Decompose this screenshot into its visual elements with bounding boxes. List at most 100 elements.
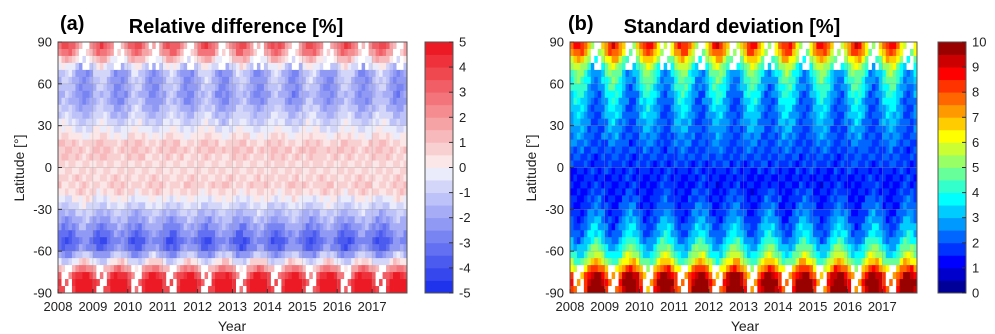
- heatmap-cell: [229, 286, 233, 294]
- heatmap-cell: [684, 90, 689, 99]
- heatmap-cell: [854, 118, 859, 127]
- heatmap-cell: [344, 216, 349, 224]
- heatmap-cell: [89, 48, 94, 57]
- heatmap-cell: [861, 90, 866, 99]
- heatmap-cell: [187, 216, 192, 224]
- heatmap-cell: [687, 42, 692, 50]
- heatmap-cell: [400, 237, 404, 245]
- heatmap-cell: [215, 188, 219, 196]
- heatmap-cell: [246, 132, 251, 141]
- heatmap-cell: [708, 76, 713, 85]
- heatmap-cell: [218, 62, 223, 71]
- heatmap-cell: [677, 69, 682, 78]
- x-tick-label: 2012: [183, 299, 212, 314]
- heatmap-cell: [256, 209, 261, 217]
- heatmap-cell: [204, 153, 209, 161]
- heatmap-cell: [351, 90, 356, 99]
- heatmap-cell: [788, 48, 793, 57]
- heatmap-cell: [361, 181, 366, 189]
- heatmap-cell: [389, 83, 394, 92]
- heatmap-cell: [396, 132, 401, 141]
- heatmap-cell: [298, 55, 303, 64]
- heatmap-cell: [180, 153, 185, 161]
- heatmap-cell: [159, 181, 164, 189]
- heatmap-cell: [99, 181, 104, 189]
- heatmap-cell: [632, 118, 637, 127]
- heatmap-cell: [712, 69, 717, 78]
- heatmap-cell: [691, 118, 696, 127]
- heatmap-cell: [819, 125, 824, 134]
- heatmap-cell: [284, 90, 289, 99]
- heatmap-cell: [162, 223, 167, 231]
- heatmap-cell: [124, 202, 129, 210]
- heatmap-cell: [92, 125, 97, 134]
- heatmap-cell: [677, 111, 682, 120]
- heatmap-cell: [632, 42, 637, 50]
- heatmap-cell: [277, 62, 282, 71]
- heatmap-cell: [239, 195, 244, 203]
- heatmap-cell: [58, 42, 62, 50]
- heatmap-cell: [372, 230, 376, 238]
- heatmap-cell: [642, 97, 647, 106]
- heatmap-cell: [354, 62, 359, 71]
- heatmap-cell: [124, 188, 129, 196]
- heatmap-cell: [729, 69, 734, 78]
- heatmap-cell: [71, 167, 76, 175]
- heatmap-cell: [99, 139, 104, 147]
- heatmap-cell: [96, 132, 101, 141]
- heatmap-cell: [674, 97, 678, 106]
- heatmap-cell: [319, 279, 324, 287]
- heatmap-cell: [628, 76, 633, 85]
- heatmap-cell: [183, 286, 188, 294]
- heatmap-cell: [127, 132, 132, 141]
- heatmap-cell: [64, 223, 69, 231]
- heatmap-cell: [799, 125, 803, 134]
- heatmap-cell: [281, 272, 286, 280]
- heatmap-cell: [851, 125, 855, 134]
- heatmap-cell: [145, 202, 150, 210]
- heatmap-cell: [351, 181, 356, 189]
- heatmap-cell: [646, 55, 651, 64]
- heatmap-cell: [375, 62, 380, 71]
- heatmap-cell: [580, 62, 585, 71]
- heatmap-cell: [106, 42, 111, 50]
- heatmap-cell: [354, 111, 359, 120]
- heatmap-cell: [68, 146, 73, 154]
- colorbar-tick-label: 2: [459, 110, 466, 125]
- heatmap-cell: [187, 279, 192, 287]
- heatmap-cell: [840, 111, 845, 120]
- heatmap-cell: [117, 188, 122, 196]
- heatmap-cell: [89, 90, 94, 99]
- heatmap-cell: [298, 104, 303, 113]
- heatmap-cell: [152, 118, 157, 127]
- heatmap-cell: [253, 83, 258, 92]
- heatmap-cell: [663, 104, 668, 113]
- heatmap-cell: [847, 125, 852, 134]
- heatmap-cell: [249, 216, 254, 224]
- heatmap-cell: [253, 90, 258, 99]
- heatmap-cell: [225, 76, 230, 85]
- heatmap-cell: [805, 90, 810, 99]
- heatmap-cell: [106, 146, 111, 154]
- heatmap-cell: [316, 209, 321, 217]
- heatmap-cell: [840, 42, 845, 50]
- heatmap-cell: [667, 125, 672, 134]
- heatmap-cell: [354, 167, 359, 175]
- heatmap-cell: [871, 42, 876, 50]
- heatmap-cell: [305, 223, 310, 231]
- heatmap-cell: [134, 48, 139, 57]
- heatmap-cell: [291, 69, 296, 78]
- heatmap-cell: [239, 258, 244, 266]
- heatmap-cell: [208, 42, 212, 50]
- heatmap-cell: [148, 237, 153, 245]
- heatmap-cell: [764, 83, 769, 92]
- heatmap-cell: [274, 90, 279, 99]
- heatmap-cell: [218, 104, 223, 113]
- heatmap-cell: [215, 237, 219, 245]
- heatmap-cell: [583, 55, 588, 64]
- heatmap-cell: [358, 223, 363, 231]
- heatmap-cell: [400, 209, 404, 217]
- heatmap-cell: [913, 118, 918, 127]
- heatmap-cell: [864, 55, 869, 64]
- heatmap-cell: [608, 69, 613, 78]
